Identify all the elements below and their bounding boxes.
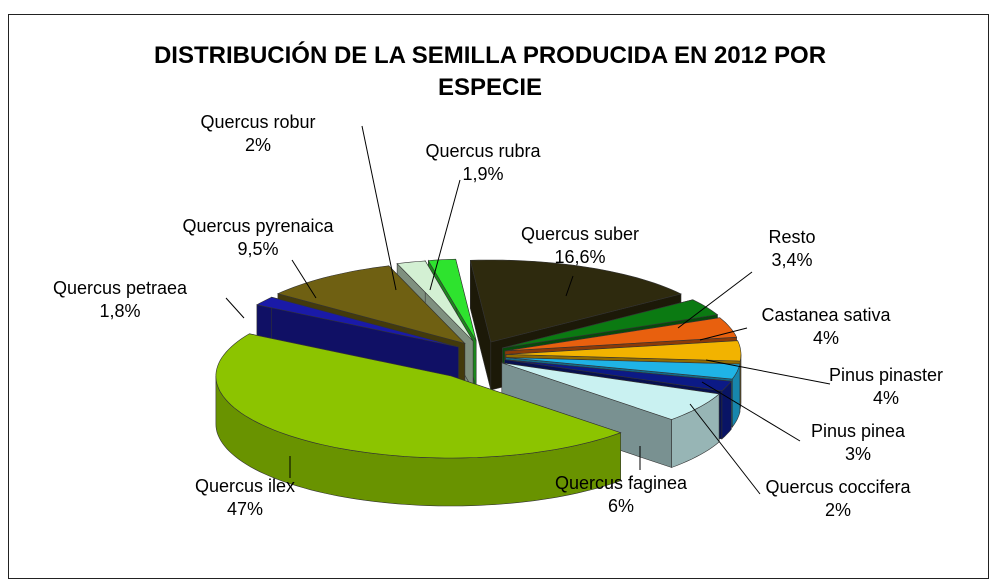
slice-wall xyxy=(739,354,742,410)
slice-value-label: 3% xyxy=(845,444,871,464)
slice-value-label: 1,8% xyxy=(99,301,140,321)
slice-value-label: 2% xyxy=(825,500,851,520)
chart-title: DISTRIBUCIÓN DE LA SEMILLA PRODUCIDA EN … xyxy=(153,42,827,101)
leader-line xyxy=(429,179,461,291)
leader-line xyxy=(677,271,753,329)
slice xyxy=(501,362,720,420)
slice-value-label: 4% xyxy=(873,388,899,408)
slice-value-label: 9,5% xyxy=(237,239,278,259)
slice-label: Quercus rubra xyxy=(425,141,541,161)
slice xyxy=(469,259,682,343)
slice xyxy=(427,258,477,342)
leader-line xyxy=(565,275,574,297)
slice xyxy=(504,359,732,392)
slice-label: Pinus pinea xyxy=(811,421,906,441)
slice-value-label: 4% xyxy=(813,328,839,348)
leader-line xyxy=(699,327,748,341)
slice xyxy=(396,260,474,342)
slice-label: Castanea sativa xyxy=(761,305,891,325)
slice-label: Quercus ilex xyxy=(195,476,295,496)
leader-line xyxy=(701,381,801,442)
slice-label: Quercus robur xyxy=(200,112,315,132)
slice xyxy=(277,265,466,344)
leader-line xyxy=(291,259,317,299)
slice-value-label: 6% xyxy=(608,496,634,516)
slice xyxy=(505,357,741,380)
slice-label: Quercus coccifera xyxy=(765,477,911,497)
slice-value-label: 47% xyxy=(227,499,263,519)
leader-line xyxy=(689,403,761,495)
slice-label: Pinus pinaster xyxy=(829,365,943,385)
leader-line xyxy=(361,125,397,291)
slice xyxy=(215,333,622,459)
leader-line xyxy=(225,297,245,319)
slice-label: Quercus faginea xyxy=(555,473,688,493)
slice-value-label: 16,6% xyxy=(554,247,605,267)
slice-label: Quercus pyrenaica xyxy=(182,216,334,236)
slice-label: Resto xyxy=(768,227,815,247)
slice-value-label: 2% xyxy=(245,135,271,155)
slice xyxy=(504,317,738,352)
slice-label: Quercus suber xyxy=(521,224,639,244)
slice-value-label: 1,9% xyxy=(462,164,503,184)
leader-line xyxy=(705,359,831,385)
slice xyxy=(505,340,742,362)
slice-value-label: 3,4% xyxy=(771,250,812,270)
slice-label: Quercus petraea xyxy=(53,278,188,298)
slice xyxy=(256,296,459,348)
